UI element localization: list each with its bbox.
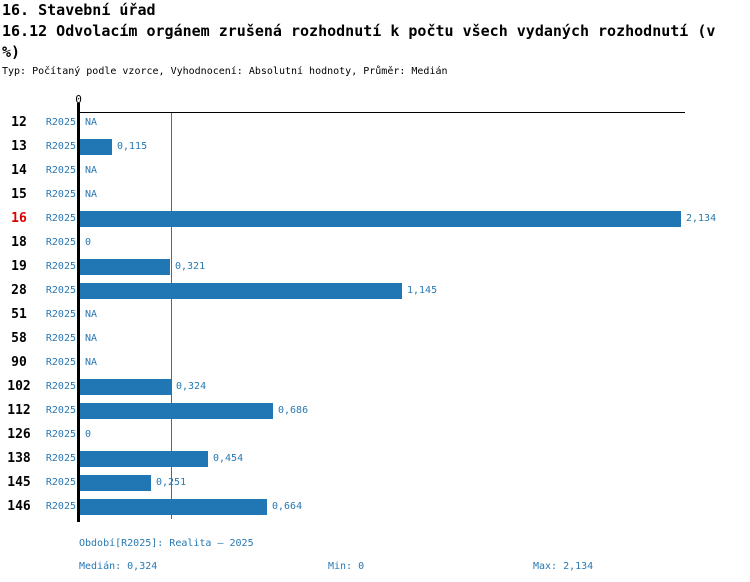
row-period-label: R2025 [45,309,76,320]
row-period-label: R2025 [45,261,76,272]
row-period-label: R2025 [45,165,76,176]
table-row: 12 R2025 NA [0,111,750,135]
value-bar [80,451,208,467]
table-row: 15 R2025 NA [0,183,750,207]
row-category-label: 102 [7,379,31,394]
row-period-label: R2025 [45,501,76,512]
table-row: 102 R2025 0,324 [0,375,750,399]
table-row: 138 R2025 0,454 [0,447,750,471]
row-value-label: 0,454 [213,453,244,464]
x-axis-zero-tick-label: 0 [75,93,82,106]
x-axis-line [77,112,685,113]
row-category-label: 13 [11,139,27,154]
row-value-label: NA [85,309,98,320]
row-value-label: 0,321 [175,261,206,272]
value-bar [80,283,402,299]
table-row: 18 R2025 0 [0,231,750,255]
table-row: 28 R2025 1,145 [0,279,750,303]
row-period-label: R2025 [45,381,76,392]
row-category-label: 28 [11,283,27,298]
row-category-label: 14 [11,163,27,178]
value-bar [80,259,170,275]
chart-header: 16. Stavební úřad 16.12 Odvolacím orgáne… [2,0,748,79]
row-value-label: NA [85,357,98,368]
row-value-label: 0,115 [117,141,148,152]
table-row: 145 R2025 0,251 [0,471,750,495]
table-row: 16 R2025 2,134 [0,207,750,231]
median-reference-line [171,113,173,519]
row-category-label: 138 [7,451,31,466]
table-row: 13 R2025 0,115 [0,135,750,159]
footer-period-info: Období[R2025]: Realita – 2025 [79,538,254,549]
value-bar [80,379,171,395]
row-category-label: 19 [11,259,27,274]
table-row: 90 R2025 NA [0,351,750,375]
row-value-label: 2,134 [686,213,717,224]
row-period-label: R2025 [45,141,76,152]
footer-median-stat: Medián: 0,324 [79,561,158,572]
table-row: 112 R2025 0,686 [0,399,750,423]
table-row: 19 R2025 0,321 [0,255,750,279]
value-bar [80,211,681,227]
row-value-label: 0 [85,429,92,440]
row-value-label: 0 [85,237,92,248]
value-bar [80,499,267,515]
row-value-label: 0,686 [278,405,309,416]
row-category-label: 126 [7,427,31,442]
table-row: 14 R2025 NA [0,159,750,183]
row-category-label: 18 [11,235,27,250]
row-period-label: R2025 [45,477,76,488]
row-period-label: R2025 [45,357,76,368]
row-value-label: NA [85,117,98,128]
row-period-label: R2025 [45,429,76,440]
table-row: 51 R2025 NA [0,303,750,327]
row-period-label: R2025 [45,117,76,128]
chart-subtitle: 16.12 Odvolacím orgánem zrušená rozhodnu… [2,22,716,61]
value-bar [80,403,273,419]
table-row: 126 R2025 0 [0,423,750,447]
row-category-label: 51 [11,307,27,322]
y-axis-line [77,103,80,522]
row-value-label: NA [85,189,98,200]
row-category-label: 145 [7,475,31,490]
row-category-label: 90 [11,355,27,370]
row-period-label: R2025 [45,333,76,344]
page-title: 16. Stavební úřad [2,1,156,19]
row-value-label: 0,324 [176,381,207,392]
footer-max-stat: Max: 2,134 [533,561,594,572]
row-category-label: 112 [7,403,31,418]
row-category-label: 16 [11,211,27,226]
row-value-label: NA [85,333,98,344]
row-period-label: R2025 [45,213,76,224]
table-row: 58 R2025 NA [0,327,750,351]
row-value-label: 1,145 [407,285,438,296]
chart-meta-info: Typ: Počítaný podle vzorce, Vyhodnocení:… [2,66,448,77]
value-bar [80,139,112,155]
row-period-label: R2025 [45,237,76,248]
row-period-label: R2025 [45,453,76,464]
row-category-label: 12 [11,115,27,130]
row-period-label: R2025 [45,189,76,200]
row-category-label: 58 [11,331,27,346]
value-bar [80,475,151,491]
row-category-label: 15 [11,187,27,202]
row-value-label: NA [85,165,98,176]
footer-min-stat: Min: 0 [328,561,365,572]
row-period-label: R2025 [45,285,76,296]
row-value-label: 0,251 [156,477,187,488]
table-row: 146 R2025 0,664 [0,495,750,519]
row-category-label: 146 [7,499,31,514]
row-value-label: 0,664 [272,501,303,512]
row-period-label: R2025 [45,405,76,416]
